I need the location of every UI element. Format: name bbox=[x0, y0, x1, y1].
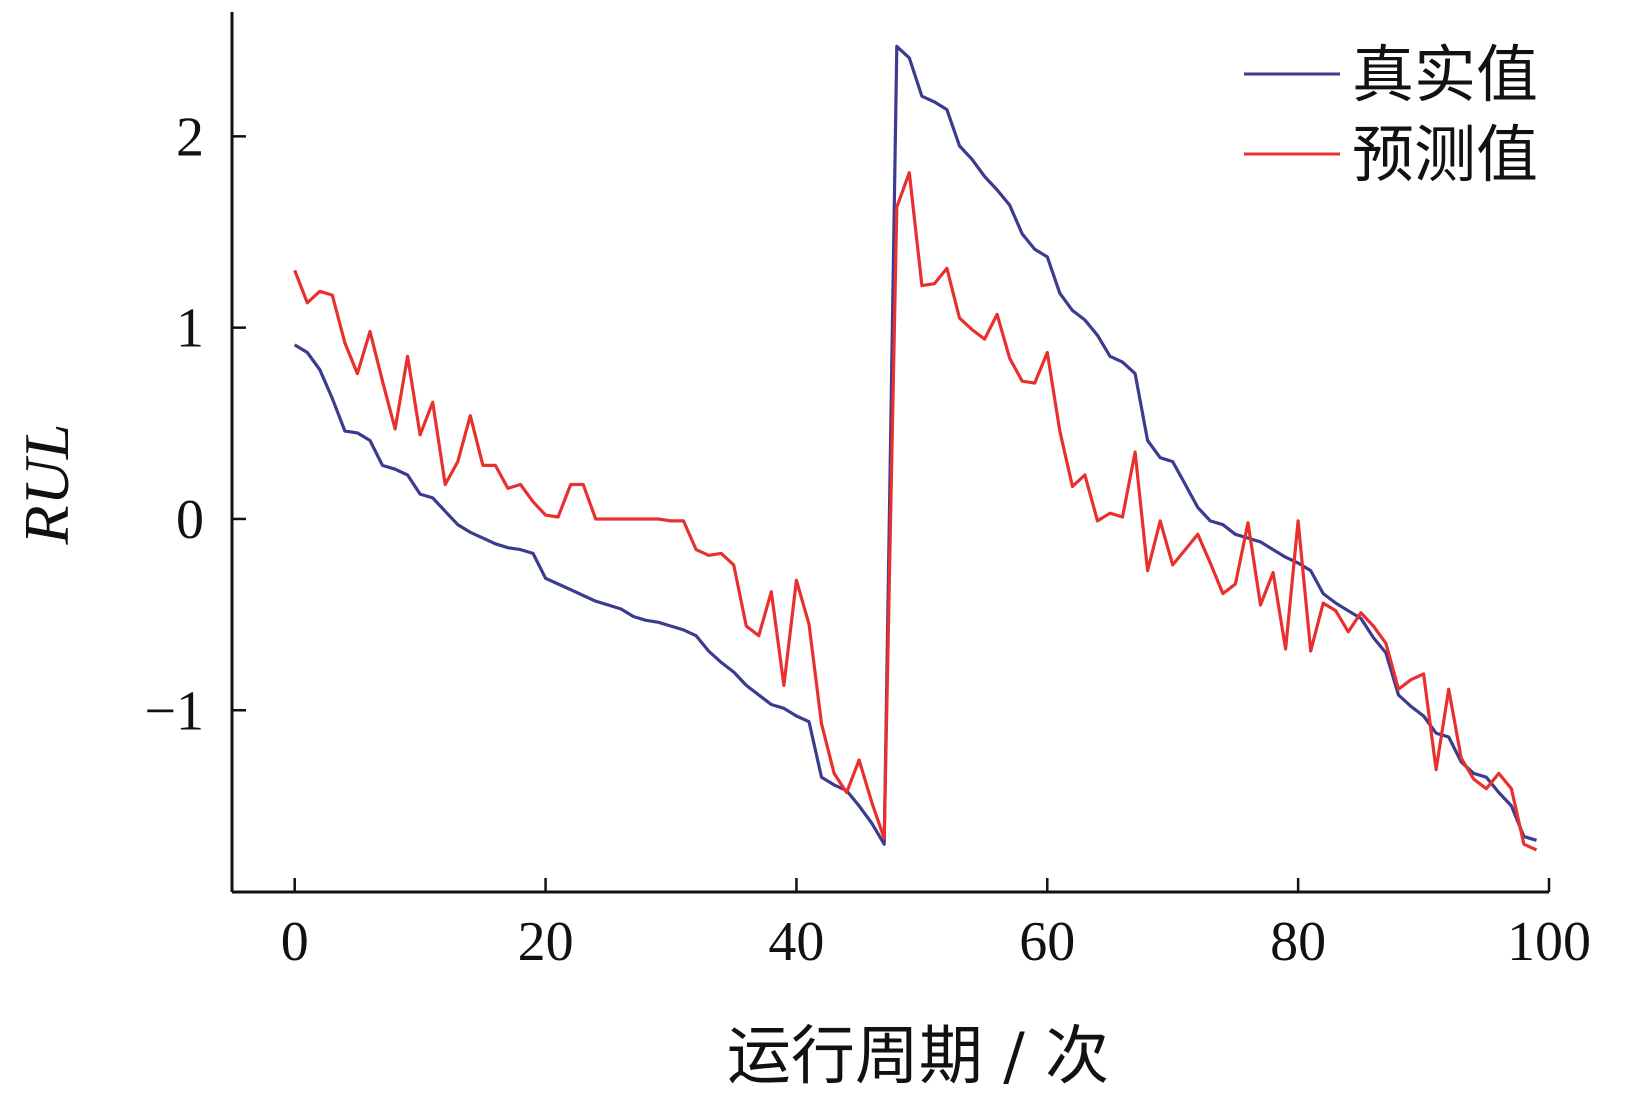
x-axis-title: 运行周期 / 次 bbox=[727, 1020, 1109, 1094]
x-tick-label: 60 bbox=[1019, 911, 1075, 973]
y-axis-title: RUL bbox=[11, 424, 82, 546]
x-tick-label: 100 bbox=[1507, 911, 1591, 973]
x-tick-label: 40 bbox=[768, 911, 824, 973]
legend-label-predicted: 预测值 bbox=[1352, 118, 1538, 191]
series-line-predicted bbox=[293, 171, 1538, 852]
y-tick-label: 0 bbox=[176, 489, 204, 551]
series-lines bbox=[293, 44, 1538, 852]
legend-label-actual: 真实值 bbox=[1352, 38, 1538, 111]
y-tick-label: −1 bbox=[144, 680, 204, 742]
x-tick-label: 20 bbox=[518, 911, 574, 973]
x-tick-label: 0 bbox=[281, 911, 309, 973]
ticks: 0 20 40 60 80 100 −1 0 1 2 bbox=[144, 106, 1591, 973]
axes bbox=[230, 12, 1549, 894]
y-tick-label: 1 bbox=[176, 298, 204, 360]
y-tick-label: 2 bbox=[176, 106, 204, 168]
series-line-actual bbox=[293, 44, 1537, 846]
legend: 真实值 预测值 bbox=[1244, 38, 1538, 191]
x-tick-label: 80 bbox=[1270, 911, 1326, 973]
